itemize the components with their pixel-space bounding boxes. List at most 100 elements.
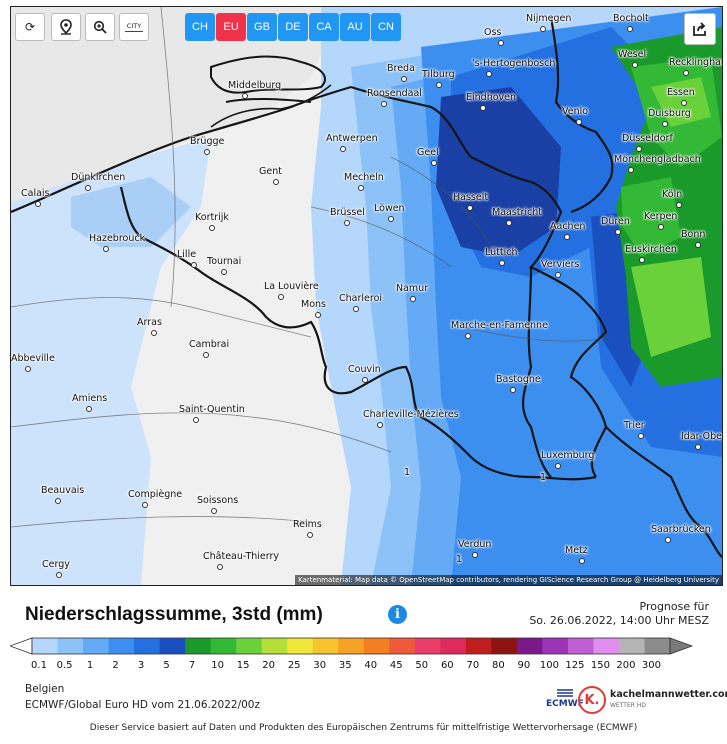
city-toggle-button[interactable]: CITY — [119, 13, 149, 41]
city-name: Charleville-Mézières — [363, 409, 459, 420]
city-label: Tilburg — [422, 69, 455, 88]
city-dot-icon — [273, 179, 279, 185]
city-name: Cergy — [42, 559, 70, 570]
legend-arrow-left — [10, 637, 33, 655]
info-icon[interactable]: i — [388, 605, 407, 624]
city-name: Compiègne — [128, 489, 183, 500]
city-name: Couvin — [348, 364, 381, 375]
city-dot-icon — [307, 532, 313, 538]
city-label: Compiègne — [128, 489, 183, 508]
city-dot-icon — [467, 205, 473, 211]
city-dot-icon — [85, 185, 91, 191]
city-dot-icon — [676, 202, 682, 208]
precipitation-map[interactable]: ⟳ CITY CH EU GB DE CA AU CN Nijmegen Bocholt Oss… — [10, 6, 723, 586]
city-dot-icon — [472, 552, 478, 558]
city-label: Maastricht — [492, 207, 542, 226]
share-button[interactable] — [684, 13, 716, 45]
refresh-icon: ⟳ — [24, 20, 36, 34]
city-name: Gent — [259, 166, 282, 177]
legend-tick-label: 60 — [440, 660, 454, 671]
city-label: Mönchengladbach — [614, 154, 701, 173]
legend-tick-label: 45 — [389, 660, 403, 671]
region-button-cn[interactable]: CN — [371, 13, 401, 41]
city-label: Luxemburg — [541, 450, 594, 469]
region-button-ch[interactable]: CH — [185, 13, 215, 41]
city-name: Tilburg — [422, 69, 455, 80]
legend-swatch — [644, 638, 671, 654]
forecast-time: So. 26.06.2022, 14:00 Uhr MESZ — [529, 614, 709, 627]
city-label: Bocholt — [613, 13, 649, 32]
legend-tick-label: 70 — [466, 660, 480, 671]
city-dot-icon — [35, 201, 41, 207]
city-dot-icon — [340, 146, 346, 152]
city-name: Brügge — [190, 136, 225, 147]
city-name: Mons — [301, 299, 326, 310]
city-label: Brügge — [190, 136, 225, 155]
city-name: Brüssel — [330, 207, 365, 218]
city-label: La Louvière — [264, 281, 319, 300]
city-name: Château-Thierry — [203, 551, 280, 562]
kachelmann-logo-text: kachelmannwetter.com — [610, 688, 727, 700]
city-name: Nijmegen — [526, 13, 572, 24]
legend-tick-label: 0.1 — [31, 660, 47, 671]
city-name: Trier — [624, 420, 645, 431]
city-name: Bastogne — [496, 374, 541, 385]
contour-label: 1 — [540, 472, 547, 483]
city-label: Soissons — [197, 495, 239, 514]
city-label: Aachen — [550, 221, 585, 240]
city-strike-icon — [125, 31, 143, 32]
refresh-button[interactable]: ⟳ — [15, 13, 45, 41]
city-label: Trier — [624, 420, 645, 439]
city-dot-icon — [151, 330, 157, 336]
city-label: Köln — [662, 189, 682, 208]
city-dot-icon — [639, 257, 645, 263]
city-name: Dünkirchen — [71, 172, 126, 183]
city-label: Eindhoven — [466, 92, 516, 111]
city-label: Cambrai — [189, 339, 230, 358]
legend-swatch — [440, 638, 467, 654]
city-name: Bocholt — [613, 13, 649, 24]
legend-swatch — [57, 638, 84, 654]
city-name: La Louvière — [264, 281, 319, 292]
legend-swatch — [83, 638, 110, 654]
city-dot-icon — [638, 433, 644, 439]
legend-tick-label: 50 — [415, 660, 429, 671]
locate-button[interactable] — [51, 13, 81, 41]
city-name: Bonn — [681, 229, 706, 240]
city-dot-icon — [628, 167, 634, 173]
city-dot-icon — [209, 225, 215, 231]
legend-swatch — [414, 638, 441, 654]
city-name: Tournai — [207, 256, 242, 267]
city-dot-icon — [221, 269, 227, 275]
legend-tick-label: 5 — [163, 660, 170, 671]
region-button-au[interactable]: AU — [340, 13, 370, 41]
city-dot-icon — [681, 100, 687, 106]
region-button-de[interactable]: DE — [278, 13, 308, 41]
ecmwf-symbol-icon — [556, 689, 573, 697]
zoom-button[interactable] — [85, 13, 115, 41]
city-name: Middelburg — [228, 80, 282, 91]
region-button-eu[interactable]: EU — [216, 13, 246, 41]
city-name: Soissons — [197, 495, 239, 506]
city-label: Lüttich — [485, 247, 517, 266]
city-label: Geel — [417, 147, 439, 166]
city-label: Idar-Oberstein — [681, 431, 722, 450]
kachelmann-logo[interactable]: K. kachelmannwetter.com WETTER HD — [578, 686, 727, 714]
ecmwf-logo-text: ECMWF — [546, 699, 584, 709]
city-name: Cambrai — [189, 339, 230, 350]
region-button-ca[interactable]: CA — [309, 13, 339, 41]
city-label: Roosendaal — [367, 88, 422, 107]
city-name: Löwen — [374, 203, 405, 214]
city-name: Recklinghausen — [669, 57, 722, 68]
city-dot-icon — [431, 160, 437, 166]
legend-tick-label: 0.5 — [56, 660, 73, 671]
city-dot-icon — [410, 296, 416, 302]
city-dot-icon — [358, 185, 364, 191]
city-name: Hasselt — [453, 192, 489, 203]
city-dot-icon — [555, 463, 561, 469]
legend-swatch — [210, 638, 237, 654]
region-button-gb[interactable]: GB — [247, 13, 277, 41]
city-dot-icon — [486, 71, 492, 77]
legend-swatch — [389, 638, 416, 654]
city-name: Amiens — [72, 393, 108, 404]
